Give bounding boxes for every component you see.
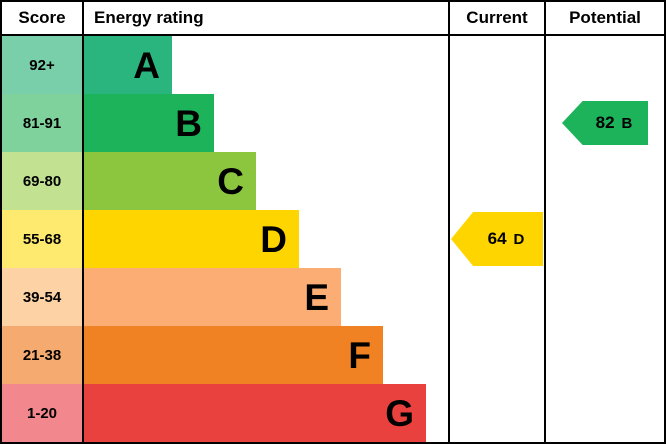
current-letter: D: [513, 230, 525, 248]
potential-letter: B: [621, 114, 633, 132]
current-value: 64: [487, 229, 507, 248]
score-range-cell: 21-38: [2, 326, 82, 384]
score-range-cell: 69-80: [2, 152, 82, 210]
rating-bar-cell: D: [82, 210, 448, 268]
potential-cell: [544, 36, 664, 94]
rating-letter: G: [385, 392, 414, 434]
band-row-d: 55-68 D 64 D: [2, 210, 664, 268]
rating-bar-e: E: [84, 268, 341, 326]
potential-cell: [544, 326, 664, 384]
band-row-b: 81-91 B 82 B: [2, 94, 664, 152]
current-cell: [448, 36, 544, 94]
rating-bar-d: D: [84, 210, 299, 268]
rating-letter: F: [348, 334, 371, 376]
score-range-cell: 39-54: [2, 268, 82, 326]
score-header: Score: [18, 8, 66, 27]
rating-letter: A: [133, 44, 160, 86]
rating-bar-cell: A: [82, 36, 448, 94]
energy-rating-header: Energy rating: [82, 2, 448, 34]
rating-letter: B: [175, 102, 202, 144]
rating-bar-cell: C: [82, 152, 448, 210]
rating-bar-cell: E: [82, 268, 448, 326]
score-range-cell: 55-68: [2, 210, 82, 268]
band-row-e: 39-54 E: [2, 268, 664, 326]
potential-cell: 82 B: [544, 94, 664, 152]
rating-bar-cell: F: [82, 326, 448, 384]
rating-bar-c: C: [84, 152, 256, 210]
rating-bar-cell: G: [82, 384, 448, 442]
potential-cell: [544, 152, 664, 210]
band-row-a: 92+ A: [2, 36, 664, 94]
rating-bar-cell: B: [82, 94, 448, 152]
potential-cell: [544, 268, 664, 326]
rating-bar-g: G: [84, 384, 426, 442]
current-cell: [448, 94, 544, 152]
band-row-f: 21-38 F: [2, 326, 664, 384]
score-range-cell: 81-91: [2, 94, 82, 152]
band-row-g: 1-20 G: [2, 384, 664, 442]
score-range-cell: 1-20: [2, 384, 82, 442]
potential-cell: [544, 210, 664, 268]
current-cell: [448, 326, 544, 384]
rating-bar-a: A: [84, 36, 172, 94]
rating-bar-f: F: [84, 326, 383, 384]
current-cell: 64 D: [448, 210, 544, 268]
current-cell: [448, 384, 544, 442]
score-range-cell: 92+: [2, 36, 82, 94]
potential-value: 82: [595, 113, 615, 132]
rating-letter: C: [217, 160, 244, 202]
current-rating-arrow: 64 D: [451, 212, 543, 266]
potential-cell: [544, 384, 664, 442]
current-cell: [448, 268, 544, 326]
current-cell: [448, 152, 544, 210]
potential-header: Potential: [544, 2, 664, 34]
potential-rating-arrow: 82 B: [562, 101, 648, 145]
band-row-c: 69-80 C: [2, 152, 664, 210]
rating-letter: D: [260, 218, 287, 260]
rating-letter: E: [304, 276, 329, 318]
chart-header: Score Energy rating Current Potential: [2, 2, 664, 36]
rating-bar-b: B: [84, 94, 214, 152]
current-header: Current: [448, 2, 544, 34]
